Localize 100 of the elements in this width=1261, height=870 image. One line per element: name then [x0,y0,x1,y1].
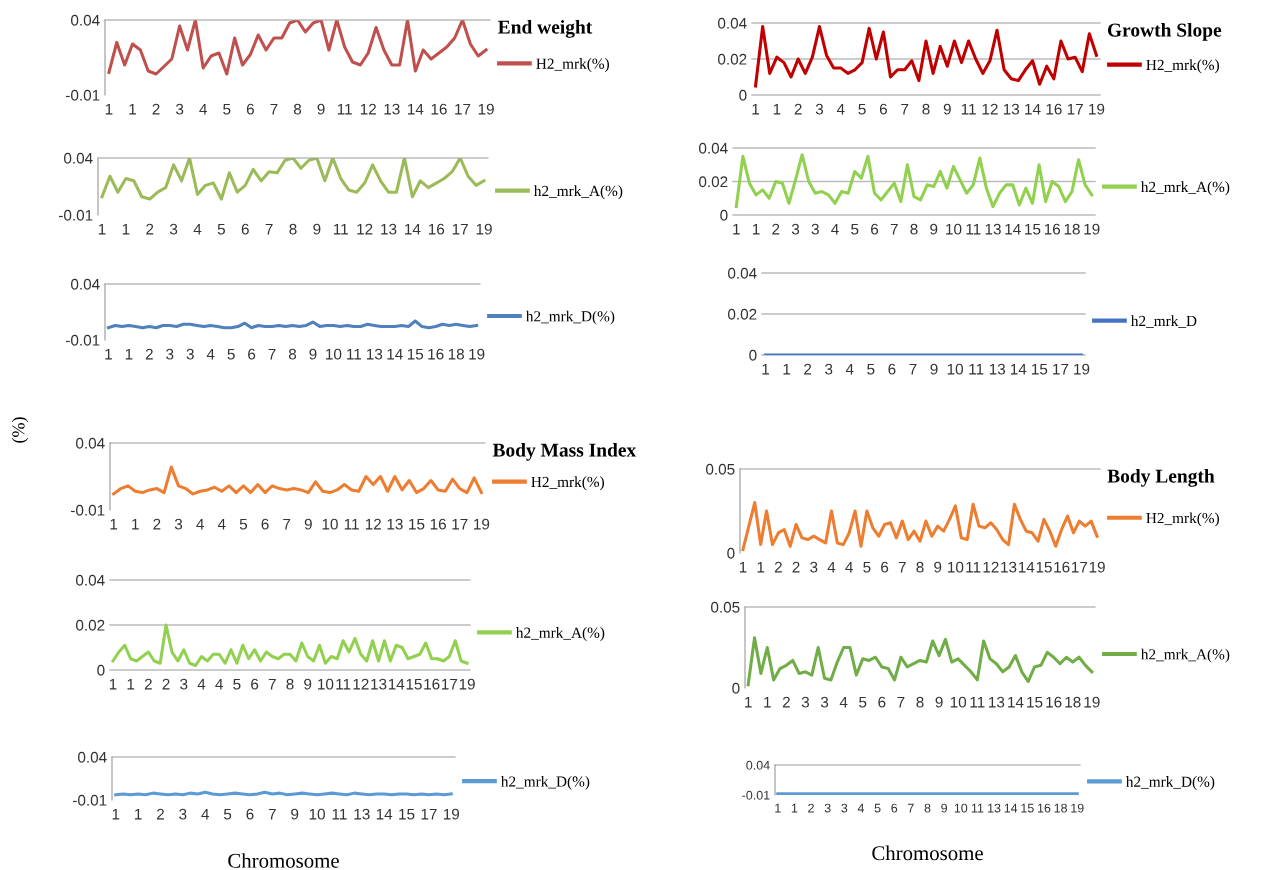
x-tick-label: 19 [459,678,475,690]
x-tick-label: 2 [804,363,812,375]
x-tick-label: 14 [1010,363,1027,375]
y-tick-label: 0.04 [64,152,93,164]
x-tick-label: 8 [286,678,294,690]
x-tick-label: 17 [421,808,437,820]
x-tick-label: 9 [930,363,938,375]
x-tick-label: 1 [132,518,139,530]
x-tick-label: 2 [162,678,170,690]
x-tick-label: 10 [954,803,968,813]
x-tick-label: 16 [1046,696,1062,708]
x-tick-label: 19 [478,103,494,115]
x-tick-label: 19 [1089,561,1105,573]
y-axis-title: (%) [11,417,29,443]
x-tick-label: 5 [867,363,875,375]
line-series [746,636,1094,687]
x-tick-label: 3 [801,696,810,708]
x-tick-label: 4 [215,678,223,690]
legend-label: H2_mrk(%) [1146,512,1219,527]
x-tick-label: 16 [424,678,440,690]
x-tick-label: 1 [105,103,113,115]
x-tick-label: 12 [983,561,999,573]
x-tick-label: 8 [916,561,924,573]
x-tick-label: 11 [344,518,359,530]
x-tick-label: 7 [890,223,898,235]
x-tick-label: 1 [125,348,133,360]
x-tick-label: 12 [357,223,373,235]
x-tick-label: 3 [815,103,824,115]
x-tick-label: 9 [304,518,312,530]
x-tick-label: 7 [897,696,905,708]
x-tick-label: 3 [180,678,188,690]
x-tick-label: 17 [1067,103,1083,115]
legend-label: h2_mrk_D(%) [500,775,590,790]
x-tick-label: 3 [810,561,818,573]
x-tick-label: 17 [455,103,471,115]
x-tick-label: 7 [270,103,278,115]
x-tick-label: 1 [110,518,118,530]
line-series [112,465,483,496]
x-tick-label: 8 [289,223,297,235]
x-tick-label: 17 [452,518,468,530]
y-tick-label: -0.01 [59,209,93,221]
x-tick-label: 4 [836,103,845,115]
x-tick-label: 5 [223,103,231,115]
x-tick-label: 5 [859,696,867,708]
y-tick-label: -0.01 [66,334,100,346]
x-tick-label: 1 [745,696,752,708]
x-tick-label: 13 [384,103,400,115]
x-tick-label: 15 [407,348,424,360]
x-tick-label: 2 [774,561,782,573]
x-tick-label: 5 [227,348,235,360]
y-tick-label: 0.02 [76,619,105,631]
x-tick-label: 11 [337,103,352,115]
x-tick-label: 4 [857,803,865,813]
x-tick-label: 2 [794,103,802,115]
x-tick-label: 2 [146,223,154,235]
line-series [741,501,1099,552]
x-tick-label: 14 [1008,696,1024,708]
x-tick-label: 2 [808,803,814,813]
x-tick-label: 13 [366,348,383,360]
x-tick-label: 1 [775,803,781,813]
y-tick-label: 0 [732,682,740,694]
legend-label: H2_mrk(%) [1146,59,1219,74]
x-tick-label: 1 [127,678,135,690]
x-tick-label: 14 [405,223,421,235]
legend-label: h2_mrk_A(%) [533,185,623,200]
x-tick-label: 6 [246,103,254,115]
x-tick-label: 1 [733,223,740,235]
x-tick-label: 10 [326,348,342,360]
x-tick-label: 1 [752,223,760,235]
x-tick-label: 8 [924,803,931,813]
x-tick-label: 10 [950,696,967,708]
x-tick-label: 10 [946,223,962,235]
x-tick-label: 18 [1064,223,1080,235]
x-tick-label: 7 [268,808,276,820]
x-tick-label: 17 [442,678,458,690]
x-tick-label: 19 [1074,363,1090,375]
text: Growth Slope [1107,23,1222,41]
x-tick-label: 9 [309,348,317,360]
x-tick-label: 9 [317,103,325,115]
y-tick-label: 0.02 [699,176,728,188]
y-tick-label: 0 [749,349,757,361]
line-series [111,623,469,668]
x-tick-label: 3 [824,803,831,813]
x-tick-label: 6 [261,518,269,530]
x-tick-label: 1 [773,103,781,115]
x-tick-label: 4 [845,561,853,573]
x-tick-label: 3 [820,696,829,708]
x-tick-label: 2 [772,223,780,235]
x-tick-label: 3 [811,223,819,235]
y-tick-label: 0.04 [76,574,105,586]
x-tick-label: 16 [1054,561,1070,573]
x-tick-label: 6 [891,803,898,813]
x-tick-label: 19 [474,518,490,530]
x-tick-label: 2 [144,678,152,690]
x-tick-label: 8 [922,103,930,115]
x-tick-label: 4 [196,518,204,530]
x-tick-label: 12 [982,103,998,115]
x-tick-label: 13 [371,678,387,690]
x-tick-label: 4 [197,678,206,690]
x-tick-label: 7 [908,803,914,813]
